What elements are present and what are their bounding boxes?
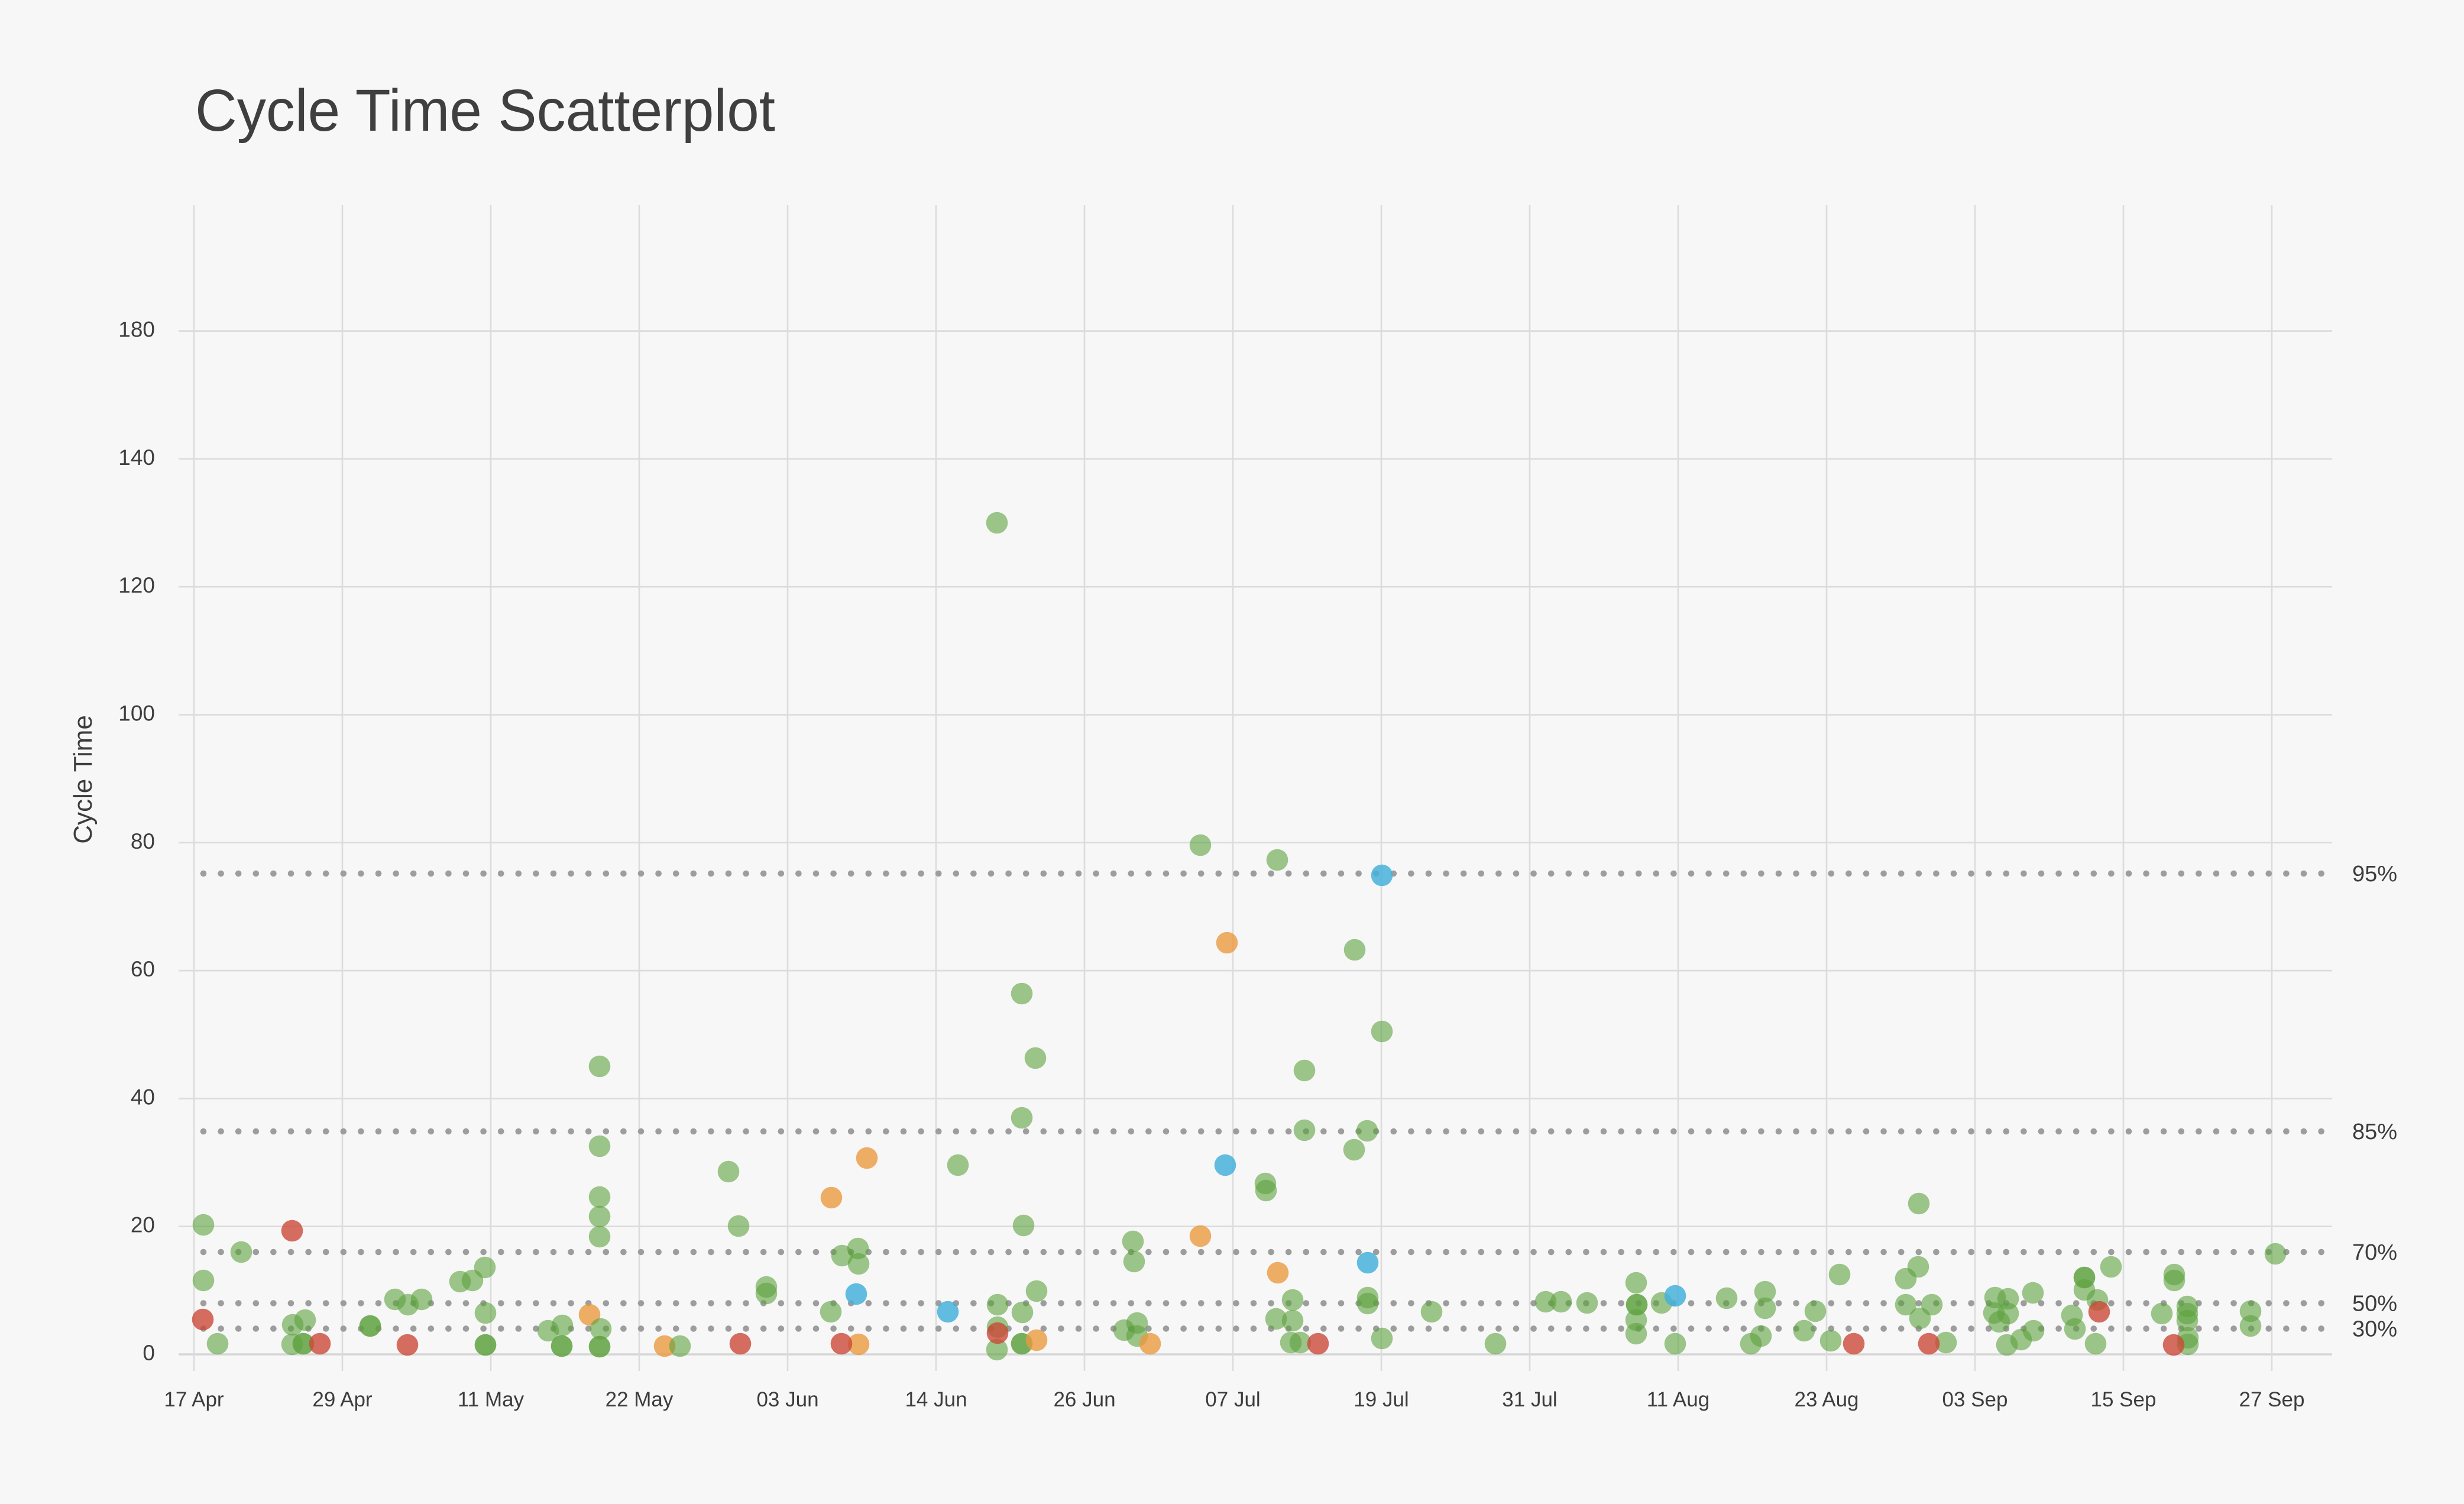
svg-text:27 Sep: 27 Sep (2239, 1388, 2305, 1411)
svg-text:Cycle Time Scatterplot: Cycle Time Scatterplot (195, 77, 775, 144)
svg-text:14 Jun: 14 Jun (905, 1388, 967, 1411)
svg-text:180: 180 (118, 318, 155, 342)
svg-text:11 Aug: 11 Aug (1647, 1388, 1709, 1411)
svg-text:120: 120 (118, 573, 155, 597)
svg-text:22 May: 22 May (606, 1388, 674, 1411)
svg-text:Cycle Time: Cycle Time (69, 715, 98, 844)
svg-text:11 May: 11 May (458, 1388, 524, 1411)
svg-text:60: 60 (131, 957, 155, 981)
svg-text:40: 40 (131, 1085, 155, 1109)
svg-text:70%: 70% (2352, 1240, 2397, 1265)
svg-text:30%: 30% (2352, 1317, 2397, 1342)
svg-text:50%: 50% (2352, 1292, 2397, 1317)
svg-text:29 Apr: 29 Apr (312, 1388, 373, 1411)
svg-text:100: 100 (118, 701, 155, 726)
svg-text:95%: 95% (2352, 862, 2397, 887)
svg-text:03 Jun: 03 Jun (756, 1388, 818, 1411)
svg-text:20: 20 (131, 1213, 155, 1237)
svg-text:140: 140 (118, 445, 155, 470)
svg-text:23 Aug: 23 Aug (1795, 1388, 1859, 1411)
svg-text:0: 0 (143, 1341, 155, 1365)
svg-text:15 Sep: 15 Sep (2091, 1388, 2157, 1411)
svg-text:17 Apr: 17 Apr (164, 1388, 224, 1411)
svg-text:19 Jul: 19 Jul (1354, 1388, 1409, 1411)
svg-text:26 Jun: 26 Jun (1053, 1388, 1115, 1411)
svg-text:85%: 85% (2352, 1120, 2397, 1144)
svg-text:07 Jul: 07 Jul (1205, 1388, 1260, 1411)
svg-text:31 Jul: 31 Jul (1502, 1388, 1557, 1411)
svg-text:03 Sep: 03 Sep (1942, 1388, 2008, 1411)
svg-text:80: 80 (131, 829, 155, 853)
